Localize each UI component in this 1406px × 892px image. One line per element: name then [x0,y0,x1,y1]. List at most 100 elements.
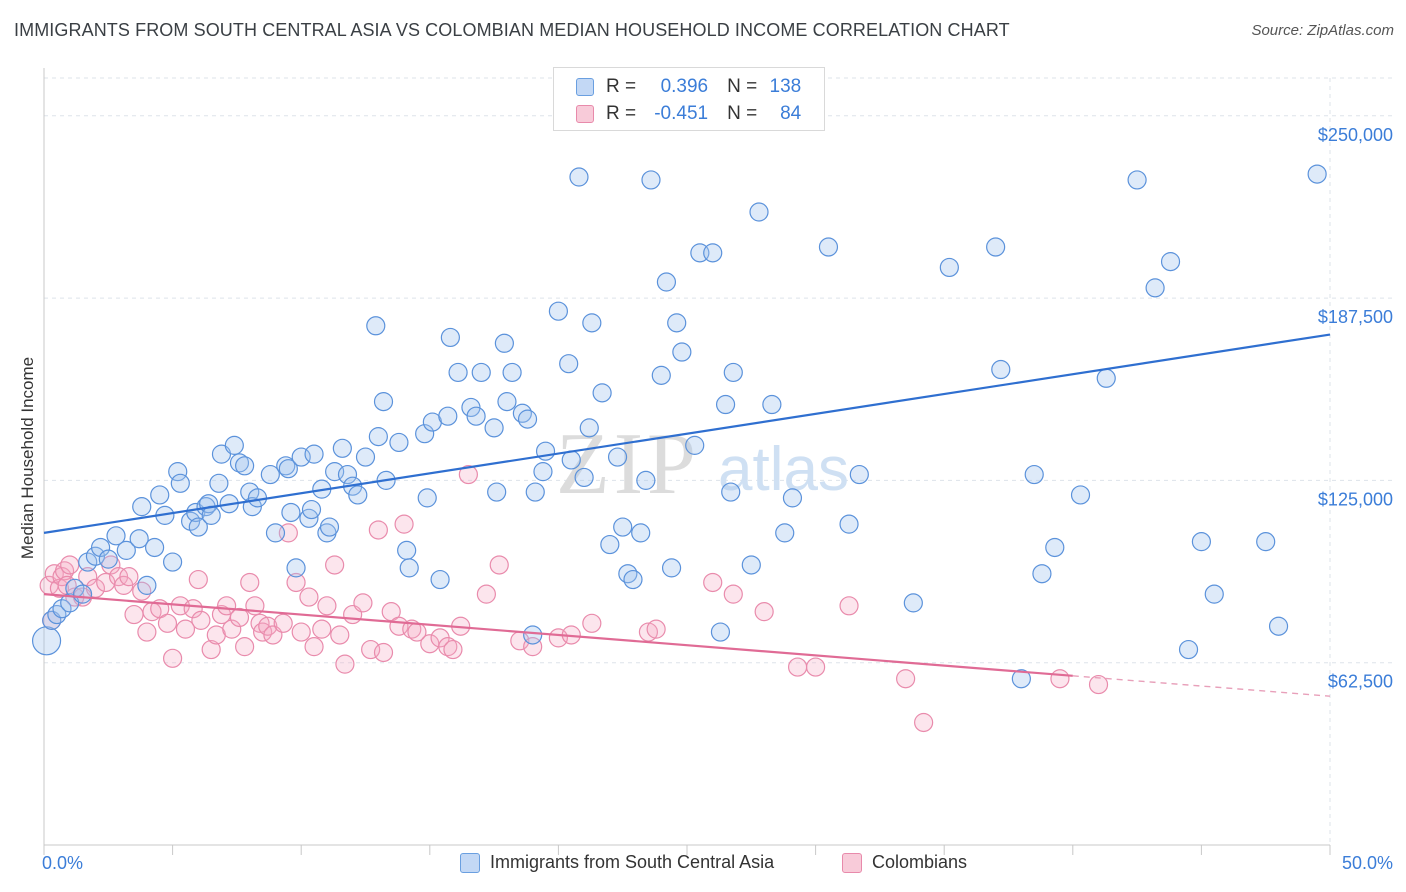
bottom-legend-swatch-pink [842,852,862,873]
point-colombians [183,599,203,619]
point-colombians [787,657,808,677]
point-colombians [443,639,463,660]
legend-swatch-blue [576,78,594,96]
point-colombians [754,602,774,622]
point-colombians [175,619,196,639]
point-colombians [60,555,80,575]
point-colombians [299,587,319,607]
point-south-central-asia [188,517,208,537]
point-south-central-asia [839,514,859,534]
trend-line-south-central-asia [43,333,1331,534]
point-south-central-asia [607,447,628,467]
point-colombians [157,613,178,633]
point-south-central-asia [579,418,599,438]
point-south-central-asia [224,435,244,455]
point-south-central-asia [399,558,419,578]
legend-n-value: 138 [769,76,802,97]
point-colombians [723,584,743,604]
point-colombians [394,514,414,534]
point-south-central-asia [548,301,569,321]
point-colombians [476,584,496,604]
point-south-central-asia [703,243,723,263]
point-south-central-asia [144,537,165,558]
point-south-central-asia [1070,485,1091,505]
point-colombians [368,520,388,540]
legend-r-label: R = [606,76,637,97]
point-colombians [703,572,723,593]
point-colombians [191,610,211,630]
y-tick-label: $62,500 [1328,672,1393,692]
point-south-central-asia [561,450,581,470]
point-south-central-asia [72,584,93,604]
point-south-central-asia [715,394,736,415]
point-south-central-asia [440,327,460,348]
point-south-central-asia [438,406,458,426]
point-colombians [373,642,394,663]
point-colombians [119,567,139,587]
y-tick-label: $125,000 [1318,489,1393,509]
point-south-central-asia [366,316,386,336]
point-colombians [335,654,355,674]
point-south-central-asia [304,444,324,464]
axis-labels: Median Household Income $62,500 $125,000 $… [18,125,1393,873]
point-south-central-asia [1307,164,1327,184]
point-south-central-asia [132,497,152,517]
legend-row-south-central-asia: R = 0.396 N = 138 [576,74,801,100]
point-south-central-asia [355,447,376,467]
legend-swatch-pink [576,105,594,123]
point-colombians [317,596,337,616]
point-south-central-asia [641,170,661,190]
point-south-central-asia [448,362,468,383]
legend-r-value: 0.396 [660,76,709,97]
point-colombians [240,572,260,593]
point-south-central-asia [1191,532,1212,552]
point-south-central-asia [497,392,517,412]
point-colombians [646,619,666,639]
point-south-central-asia [47,604,67,625]
point-south-central-asia [903,593,923,613]
point-south-central-asia [209,473,229,493]
point-south-central-asia [574,467,594,488]
point-colombians [489,555,509,575]
point-south-central-asia [337,464,358,485]
y-axis-label: Median Household Income [18,357,37,559]
point-south-central-asia [651,365,671,385]
legend-n-value: 84 [780,103,802,124]
point-south-central-asia [1024,464,1044,485]
point-south-central-asia [471,362,491,383]
point-south-central-asia [281,502,301,523]
point-colombians [124,604,144,625]
point-south-central-asia [373,392,394,412]
axes [43,68,1331,855]
point-colombians [312,619,332,639]
point-south-central-asia [849,464,869,485]
point-south-central-asia [818,237,839,257]
legend: R = 0.396 N = 138 R = -0.451 N = 84 [553,67,825,131]
point-south-central-asia [52,599,72,619]
point-south-central-asia [685,435,705,455]
point-south-central-asia [775,523,795,543]
point-south-central-asia [1204,584,1224,604]
point-south-central-asia [672,342,692,362]
bottom-legend-label: Colombians [872,852,968,872]
point-colombians [201,639,221,660]
point-south-central-asia [1127,170,1147,190]
point-colombians [458,464,478,485]
point-colombians [438,637,458,657]
point-south-central-asia [721,482,741,502]
point-south-central-asia [1011,669,1031,689]
point-south-central-asia [106,526,126,546]
point-south-central-asia [512,403,532,423]
point-south-central-asia [636,470,656,490]
point-south-central-asia [397,540,417,560]
bottom-legend-label: Immigrants from South Central Asia [490,852,775,872]
legend-n-label: N = [727,76,758,97]
point-south-central-asia [31,626,62,656]
point-south-central-asia [484,418,504,438]
point-south-central-asia [623,569,643,590]
point-south-central-asia [150,485,170,505]
point-south-central-asia [749,202,769,222]
x-tick-label-min: 0.0% [42,853,83,873]
point-south-central-asia [1178,639,1199,660]
